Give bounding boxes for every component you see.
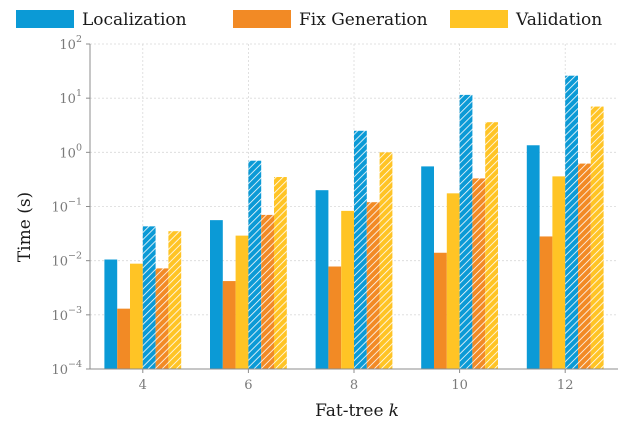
bar-fix-generation-k8 bbox=[328, 266, 342, 369]
bar-validation-k10 bbox=[446, 193, 460, 369]
y-tick-exponent: 0 bbox=[76, 142, 82, 153]
bar-localization-hatched-k10 bbox=[459, 94, 473, 369]
y-tick-label: 10−3 bbox=[51, 305, 82, 324]
y-tick-base: 10 bbox=[51, 255, 68, 270]
bar-validation-k8 bbox=[341, 210, 354, 369]
legend-label-localization: Localization bbox=[82, 10, 187, 30]
bar-localization-k6 bbox=[210, 220, 223, 369]
bar-localization-hatched-k12 bbox=[565, 75, 578, 369]
y-tick-exponent: −2 bbox=[68, 251, 82, 262]
y-tick-label: 102 bbox=[59, 34, 82, 53]
bar-fix-generation-hatched-k10 bbox=[472, 178, 486, 369]
bar-validation-hatched-k6 bbox=[274, 177, 287, 369]
bar-validation-hatched-k10 bbox=[485, 122, 498, 369]
y-tick-label: 10−2 bbox=[51, 251, 82, 270]
legend-label-fix-generation: Fix Generation bbox=[299, 10, 428, 30]
bar-validation-hatched-k12 bbox=[590, 106, 604, 369]
x-tick-label: 10 bbox=[451, 378, 468, 393]
y-tick-label: 10−1 bbox=[51, 197, 82, 216]
bar-fix-generation-hatched-k6 bbox=[261, 214, 274, 369]
x-axis-label-variable: k bbox=[389, 401, 399, 421]
y-tick-label: 100 bbox=[59, 142, 82, 161]
y-tick-base: 10 bbox=[51, 309, 68, 324]
x-axis-label: Fat-tree k bbox=[315, 401, 399, 421]
y-tick-exponent: −1 bbox=[68, 197, 82, 208]
y-tick-exponent: 1 bbox=[76, 88, 82, 99]
bar-localization-k10 bbox=[421, 166, 434, 369]
bar-fix-generation-hatched-k4 bbox=[155, 268, 169, 369]
x-tick-label: 12 bbox=[557, 378, 574, 393]
bar-fix-generation-k12 bbox=[539, 236, 553, 369]
x-tick-label: 6 bbox=[244, 378, 252, 393]
bar-validation-k12 bbox=[552, 176, 566, 369]
bar-fix-generation-k6 bbox=[222, 281, 236, 369]
x-tick-label: 4 bbox=[139, 378, 147, 393]
y-tick-base: 10 bbox=[59, 92, 76, 107]
legend-label-validation: Validation bbox=[515, 10, 602, 30]
y-tick-base: 10 bbox=[59, 38, 76, 53]
y-tick-exponent: 2 bbox=[76, 34, 82, 45]
y-tick-exponent: −3 bbox=[68, 305, 82, 316]
y-tick-label: 10−4 bbox=[51, 359, 82, 378]
bar-fix-generation-k4 bbox=[117, 308, 130, 369]
y-tick-base: 10 bbox=[51, 201, 68, 216]
legend-swatch-validation bbox=[450, 10, 508, 28]
bar-validation-k6 bbox=[235, 235, 249, 369]
y-tick-exponent: −4 bbox=[68, 359, 82, 370]
bars bbox=[104, 75, 604, 369]
bar-localization-k4 bbox=[104, 259, 118, 369]
y-tick-base: 10 bbox=[59, 146, 76, 161]
bar-localization-k12 bbox=[526, 145, 540, 369]
bar-localization-hatched-k4 bbox=[142, 226, 156, 369]
legend-swatch-localization bbox=[16, 10, 74, 28]
legend-swatch-fix-generation bbox=[233, 10, 291, 28]
y-tick-label: 101 bbox=[59, 88, 82, 107]
bar-fix-generation-hatched-k8 bbox=[366, 202, 380, 369]
bar-validation-k4 bbox=[130, 263, 143, 369]
bar-localization-hatched-k8 bbox=[354, 130, 367, 369]
bar-localization-hatched-k6 bbox=[248, 160, 262, 369]
bar-localization-k8 bbox=[315, 190, 329, 369]
x-axis-label-text: Fat-tree bbox=[315, 401, 383, 421]
y-tick-base: 10 bbox=[51, 363, 68, 378]
bar-validation-hatched-k4 bbox=[168, 231, 182, 369]
legend: Localization Fix Generation Validation bbox=[16, 10, 602, 30]
bar-fix-generation-hatched-k12 bbox=[578, 163, 591, 369]
y-axis-label: Time (s) bbox=[15, 192, 35, 262]
x-tick-label: 8 bbox=[350, 378, 358, 393]
bar-validation-hatched-k8 bbox=[379, 152, 393, 369]
bar-fix-generation-k10 bbox=[434, 252, 447, 369]
